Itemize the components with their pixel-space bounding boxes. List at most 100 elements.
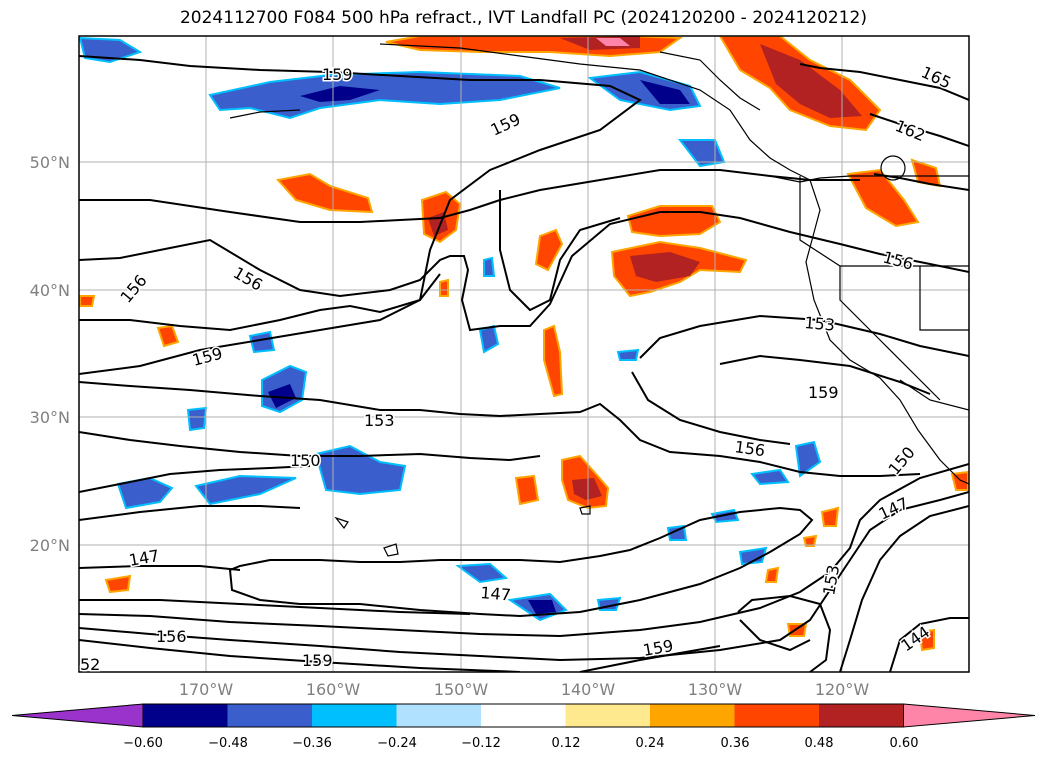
neg-fill xyxy=(738,546,768,566)
contour-label: 156 xyxy=(733,437,766,460)
pos-fill xyxy=(820,506,840,527)
map-frame xyxy=(78,35,970,673)
pos-fill xyxy=(626,205,722,238)
neg-fill xyxy=(314,444,407,496)
neg-fill xyxy=(750,468,790,486)
lon-label-120w: 120°W xyxy=(814,680,870,699)
colorbar-segment xyxy=(396,704,482,727)
neg-fill xyxy=(587,70,702,112)
contour-label: 144 xyxy=(897,622,933,655)
pos-fill xyxy=(918,628,935,652)
colorbar-segment xyxy=(227,704,313,727)
neg-fill xyxy=(794,440,822,478)
colorbar-tick: −0.36 xyxy=(292,736,332,751)
contour-label-layer: 159 159 165 162 156 156 156 153 159 159 … xyxy=(79,61,956,676)
contour-label: 150 xyxy=(290,451,321,470)
neg-fill-dark xyxy=(300,86,380,102)
pos-fill xyxy=(104,574,132,594)
lon-label-140w: 140°W xyxy=(560,680,616,699)
neg-fill xyxy=(248,330,276,354)
negative-anomaly-fills xyxy=(79,36,822,622)
pos-fill-dark xyxy=(630,252,700,282)
contour-label: 153 xyxy=(364,411,395,430)
pos-fill xyxy=(79,295,96,307)
colorbar-tick: 0.24 xyxy=(635,736,665,751)
colorbar-frame xyxy=(142,703,904,728)
contour-label: 162 xyxy=(893,116,928,145)
colorbar-segment xyxy=(734,704,820,727)
contour-label: 159 xyxy=(190,344,224,370)
contour-label: 147 xyxy=(480,583,512,605)
pos-fill xyxy=(786,623,808,637)
contour-label: 159 xyxy=(808,383,839,402)
colorbar-segment xyxy=(312,704,397,727)
pos-fill xyxy=(156,324,180,348)
colorbar-segment xyxy=(481,704,566,727)
coastlines xyxy=(229,43,969,557)
neg-fill xyxy=(483,256,496,277)
positive-anomaly-fills xyxy=(79,36,969,652)
colorbar-segment xyxy=(143,704,228,727)
colorbar-tick: 0.48 xyxy=(804,736,834,751)
colorbar xyxy=(11,703,1036,728)
contour-label: 153 xyxy=(819,563,843,596)
contour-label: 159 xyxy=(302,651,333,670)
colorbar-extension-min xyxy=(11,703,144,728)
contour-label: 147 xyxy=(876,493,912,523)
pos-fill xyxy=(276,172,374,214)
gridlines xyxy=(79,36,969,672)
contour-label: 156 xyxy=(881,248,915,274)
contour-label: 159 xyxy=(641,636,674,660)
lat-label-20n: 20°N xyxy=(29,536,70,555)
neg-fill-dark xyxy=(268,384,296,408)
contour-label: 52 xyxy=(80,655,100,674)
neg-fill xyxy=(616,348,640,361)
colorbar-segment xyxy=(565,704,651,727)
neg-fill xyxy=(194,474,297,506)
colorbar-tick: 0.60 xyxy=(889,736,919,751)
colorbar-tick: 0.12 xyxy=(551,736,581,751)
contour-label: 153 xyxy=(804,313,836,335)
neg-fill xyxy=(186,406,208,432)
lon-label-160w: 160°W xyxy=(305,680,361,699)
lat-label-30n: 30°N xyxy=(29,408,70,427)
colorbar-tick: 0.36 xyxy=(720,736,750,751)
colorbar-extension-max xyxy=(903,703,1036,728)
neg-fill xyxy=(79,36,143,64)
pos-fill-dark xyxy=(760,44,862,118)
map-title: 2024112700 F084 500 hPa refract., IVT La… xyxy=(179,8,867,28)
neg-fill xyxy=(478,324,500,354)
colorbar-segment xyxy=(650,704,735,727)
pos-fill xyxy=(764,566,780,583)
colorbar-tick: −0.60 xyxy=(123,736,163,751)
contour-label: 159 xyxy=(488,109,524,139)
colorbar-segment xyxy=(819,704,904,727)
pos-fill xyxy=(802,534,818,547)
lon-label-130w: 130°W xyxy=(687,680,743,699)
lon-label-150w: 150°W xyxy=(433,680,489,699)
colorbar-tick: −0.24 xyxy=(377,736,417,751)
neg-fill xyxy=(208,70,561,120)
pos-fill xyxy=(534,228,564,272)
pos-fill xyxy=(543,324,564,398)
contour-label: 156 xyxy=(117,271,151,307)
pos-fill xyxy=(439,278,449,297)
neg-fill xyxy=(666,524,688,541)
contour-label: 159 xyxy=(322,65,353,84)
pos-fill xyxy=(514,474,540,506)
contour-label: 156 xyxy=(156,627,187,646)
colorbar-tick: −0.12 xyxy=(461,736,501,751)
neg-fill-dark xyxy=(528,600,556,614)
neg-fill xyxy=(455,562,509,584)
pos-fill-dark xyxy=(572,478,602,500)
pos-fill xyxy=(846,168,920,228)
colorbar-tick: −0.48 xyxy=(208,736,248,751)
height-contours xyxy=(79,55,969,672)
lat-label-40n: 40°N xyxy=(29,281,70,300)
pos-fill-max xyxy=(596,38,630,46)
neg-fill-dark xyxy=(640,80,690,104)
lon-label-170w: 170°W xyxy=(178,680,234,699)
contour-label: 150 xyxy=(885,443,919,479)
lat-label-50n: 50°N xyxy=(29,153,70,172)
